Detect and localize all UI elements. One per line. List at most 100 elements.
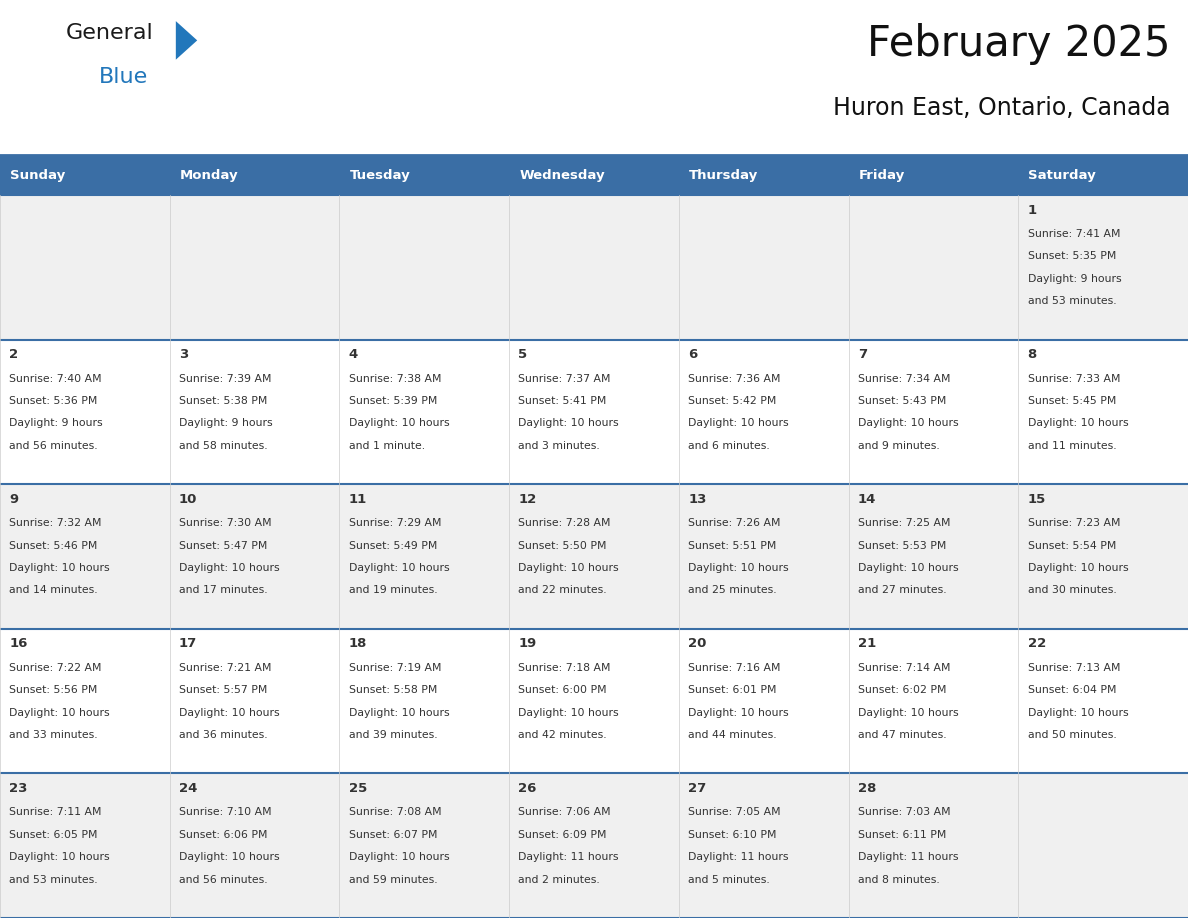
Text: Sunrise: 7:34 AM: Sunrise: 7:34 AM — [858, 374, 950, 384]
Bar — [0, 195, 170, 340]
Text: and 36 minutes.: and 36 minutes. — [179, 730, 267, 740]
Bar — [0, 773, 170, 918]
Text: Sunrise: 7:19 AM: Sunrise: 7:19 AM — [349, 663, 441, 673]
Bar — [848, 629, 1018, 773]
Text: Sunset: 5:57 PM: Sunset: 5:57 PM — [179, 685, 267, 695]
Text: 26: 26 — [518, 782, 537, 795]
Text: and 3 minutes.: and 3 minutes. — [518, 441, 600, 451]
Text: and 56 minutes.: and 56 minutes. — [10, 441, 97, 451]
Text: Huron East, Ontario, Canada: Huron East, Ontario, Canada — [833, 96, 1170, 120]
Text: Saturday: Saturday — [1029, 169, 1097, 182]
Text: Sunrise: 7:22 AM: Sunrise: 7:22 AM — [10, 663, 102, 673]
Text: Daylight: 10 hours: Daylight: 10 hours — [1028, 563, 1129, 573]
Text: Sunset: 5:51 PM: Sunset: 5:51 PM — [688, 541, 777, 551]
Bar — [848, 155, 1018, 195]
Bar — [678, 773, 848, 918]
Text: Blue: Blue — [99, 67, 147, 87]
Bar — [170, 773, 340, 918]
Bar — [0, 340, 170, 484]
Text: Sunrise: 7:03 AM: Sunrise: 7:03 AM — [858, 808, 950, 817]
Text: 6: 6 — [688, 348, 697, 362]
Text: 2: 2 — [10, 348, 19, 362]
Text: and 8 minutes.: and 8 minutes. — [858, 875, 940, 885]
Bar — [510, 629, 678, 773]
Text: Sunrise: 7:33 AM: Sunrise: 7:33 AM — [1028, 374, 1120, 384]
Text: Wednesday: Wednesday — [519, 169, 605, 182]
Text: 17: 17 — [179, 637, 197, 651]
Bar — [848, 773, 1018, 918]
Text: Daylight: 10 hours: Daylight: 10 hours — [179, 563, 279, 573]
Text: Daylight: 10 hours: Daylight: 10 hours — [688, 419, 789, 429]
Text: Sunrise: 7:21 AM: Sunrise: 7:21 AM — [179, 663, 272, 673]
Text: Sunrise: 7:32 AM: Sunrise: 7:32 AM — [10, 518, 102, 528]
Text: 23: 23 — [10, 782, 27, 795]
Bar — [678, 484, 848, 629]
Text: and 44 minutes.: and 44 minutes. — [688, 730, 777, 740]
Text: Daylight: 10 hours: Daylight: 10 hours — [858, 563, 959, 573]
Text: 12: 12 — [518, 493, 537, 506]
Text: Sunrise: 7:25 AM: Sunrise: 7:25 AM — [858, 518, 950, 528]
Text: and 56 minutes.: and 56 minutes. — [179, 875, 267, 885]
Text: 25: 25 — [349, 782, 367, 795]
Bar — [0, 629, 170, 773]
Text: Sunrise: 7:10 AM: Sunrise: 7:10 AM — [179, 808, 272, 817]
Bar — [1018, 340, 1188, 484]
Text: 18: 18 — [349, 637, 367, 651]
Text: Sunset: 5:47 PM: Sunset: 5:47 PM — [179, 541, 267, 551]
Text: Daylight: 10 hours: Daylight: 10 hours — [179, 852, 279, 862]
Text: 13: 13 — [688, 493, 707, 506]
Text: and 1 minute.: and 1 minute. — [349, 441, 425, 451]
Text: 4: 4 — [349, 348, 358, 362]
Text: Daylight: 10 hours: Daylight: 10 hours — [518, 708, 619, 718]
Text: Sunrise: 7:37 AM: Sunrise: 7:37 AM — [518, 374, 611, 384]
Text: Thursday: Thursday — [689, 169, 758, 182]
Text: Sunset: 6:00 PM: Sunset: 6:00 PM — [518, 685, 607, 695]
Text: Sunset: 5:45 PM: Sunset: 5:45 PM — [1028, 396, 1116, 406]
Text: Daylight: 10 hours: Daylight: 10 hours — [688, 563, 789, 573]
Text: and 5 minutes.: and 5 minutes. — [688, 875, 770, 885]
Text: Sunrise: 7:40 AM: Sunrise: 7:40 AM — [10, 374, 102, 384]
Text: 21: 21 — [858, 637, 877, 651]
Text: Tuesday: Tuesday — [349, 169, 410, 182]
Bar — [510, 484, 678, 629]
Text: Sunset: 5:36 PM: Sunset: 5:36 PM — [10, 396, 97, 406]
Text: Daylight: 10 hours: Daylight: 10 hours — [1028, 419, 1129, 429]
Polygon shape — [176, 21, 197, 60]
Text: 9: 9 — [10, 493, 19, 506]
Text: Daylight: 10 hours: Daylight: 10 hours — [858, 708, 959, 718]
Text: Sunrise: 7:26 AM: Sunrise: 7:26 AM — [688, 518, 781, 528]
Text: Sunrise: 7:30 AM: Sunrise: 7:30 AM — [179, 518, 272, 528]
Bar — [510, 195, 678, 340]
Text: Daylight: 10 hours: Daylight: 10 hours — [858, 419, 959, 429]
Text: Daylight: 10 hours: Daylight: 10 hours — [688, 708, 789, 718]
Bar — [510, 773, 678, 918]
Text: Monday: Monday — [179, 169, 239, 182]
Text: Sunrise: 7:36 AM: Sunrise: 7:36 AM — [688, 374, 781, 384]
Text: and 27 minutes.: and 27 minutes. — [858, 586, 947, 596]
Bar — [678, 195, 848, 340]
Text: and 39 minutes.: and 39 minutes. — [349, 730, 437, 740]
Text: and 25 minutes.: and 25 minutes. — [688, 586, 777, 596]
Text: Sunrise: 7:13 AM: Sunrise: 7:13 AM — [1028, 663, 1120, 673]
Text: Sunset: 6:11 PM: Sunset: 6:11 PM — [858, 830, 947, 840]
Text: Sunset: 6:05 PM: Sunset: 6:05 PM — [10, 830, 97, 840]
Text: 16: 16 — [10, 637, 27, 651]
Text: Daylight: 10 hours: Daylight: 10 hours — [518, 563, 619, 573]
Bar — [1018, 484, 1188, 629]
Text: Daylight: 9 hours: Daylight: 9 hours — [179, 419, 273, 429]
Text: 28: 28 — [858, 782, 877, 795]
Text: Daylight: 10 hours: Daylight: 10 hours — [349, 419, 449, 429]
Bar — [0, 155, 170, 195]
Text: 24: 24 — [179, 782, 197, 795]
Bar — [340, 340, 510, 484]
Text: and 42 minutes.: and 42 minutes. — [518, 730, 607, 740]
Text: and 53 minutes.: and 53 minutes. — [10, 875, 97, 885]
Bar — [340, 195, 510, 340]
Text: and 17 minutes.: and 17 minutes. — [179, 586, 267, 596]
Text: 5: 5 — [518, 348, 527, 362]
Bar — [170, 484, 340, 629]
Text: 19: 19 — [518, 637, 537, 651]
Bar — [1018, 195, 1188, 340]
Text: and 19 minutes.: and 19 minutes. — [349, 586, 437, 596]
Text: Daylight: 10 hours: Daylight: 10 hours — [10, 708, 110, 718]
